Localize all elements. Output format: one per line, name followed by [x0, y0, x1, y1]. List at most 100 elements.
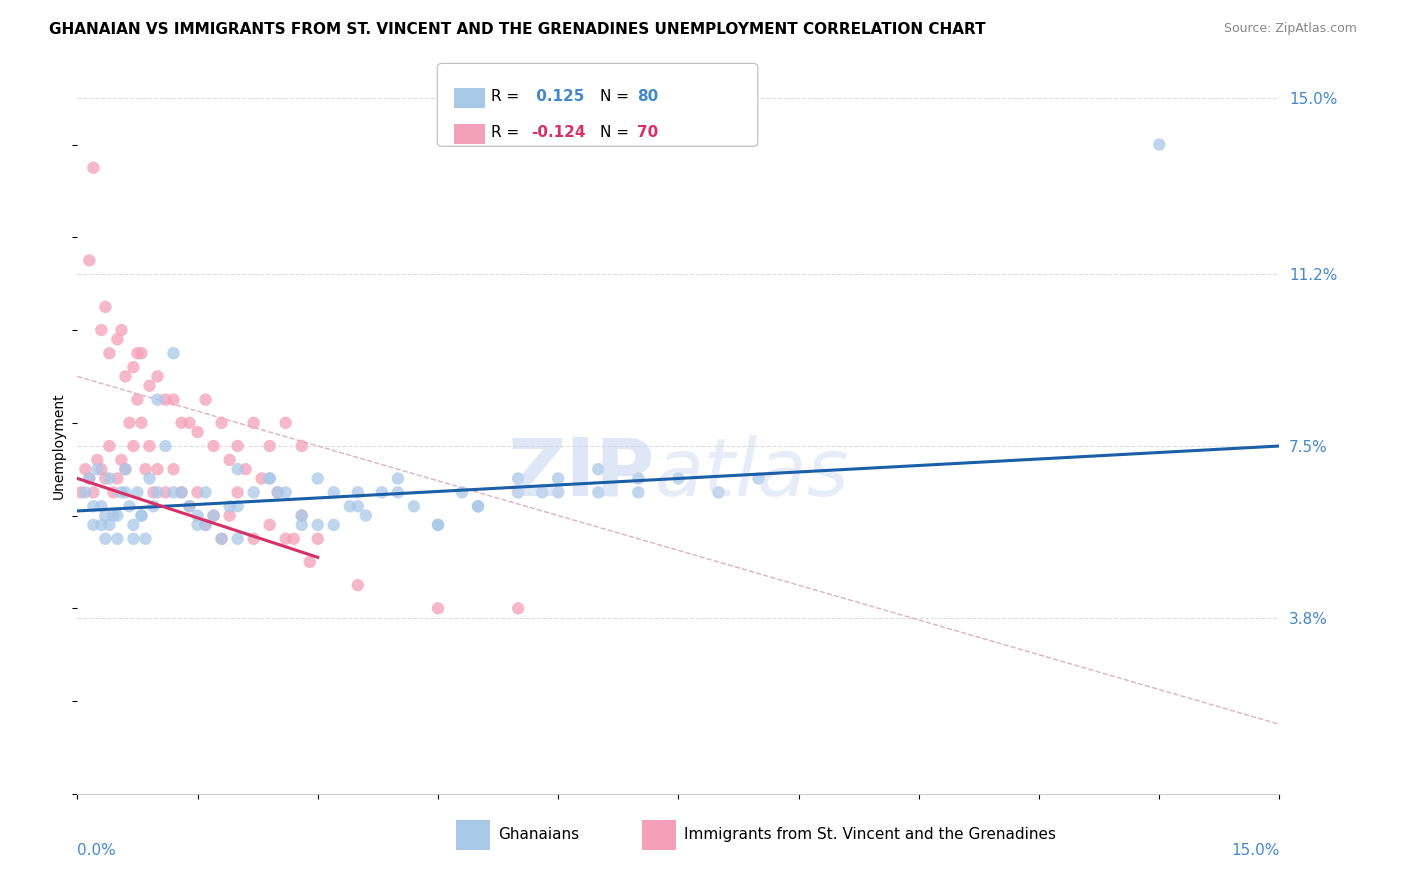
Point — [122, 517, 145, 532]
Point — [138, 439, 160, 453]
Point — [131, 346, 153, 360]
Point — [170, 485, 193, 500]
Point — [259, 471, 281, 485]
Point — [427, 517, 450, 532]
Point — [155, 485, 177, 500]
Point — [508, 485, 530, 500]
Point — [291, 508, 314, 523]
Point — [162, 485, 184, 500]
Point — [748, 471, 770, 485]
Point — [187, 517, 209, 532]
Point — [187, 425, 209, 439]
Point — [98, 346, 121, 360]
Bar — [643, 821, 676, 849]
Point — [107, 508, 129, 523]
Point — [107, 332, 129, 346]
Point — [179, 500, 201, 514]
Point — [79, 471, 101, 485]
Point — [162, 346, 184, 360]
Text: R =: R = — [491, 125, 524, 139]
Point — [90, 500, 112, 514]
Point — [291, 508, 314, 523]
Point — [79, 253, 101, 268]
Point — [202, 508, 225, 523]
Point — [202, 508, 225, 523]
Point — [291, 517, 314, 532]
Point — [127, 392, 149, 407]
Point — [274, 532, 297, 546]
Point — [98, 517, 121, 532]
Point — [211, 416, 233, 430]
Point — [162, 462, 184, 476]
Point — [107, 532, 129, 546]
Point — [322, 485, 344, 500]
Point — [627, 471, 650, 485]
Point — [82, 517, 104, 532]
Point — [274, 485, 297, 500]
Point — [307, 517, 329, 532]
Text: GHANAIAN VS IMMIGRANTS FROM ST. VINCENT AND THE GRENADINES UNEMPLOYMENT CORRELAT: GHANAIAN VS IMMIGRANTS FROM ST. VINCENT … — [49, 22, 986, 37]
Point — [211, 532, 233, 546]
Point — [146, 485, 169, 500]
Point — [627, 485, 650, 500]
Point — [347, 578, 370, 592]
Point — [75, 485, 97, 500]
Point — [98, 439, 121, 453]
Point — [155, 392, 177, 407]
Point — [114, 462, 136, 476]
Text: R =: R = — [491, 89, 524, 103]
Point — [226, 462, 249, 476]
Point — [508, 601, 530, 615]
Point — [131, 508, 153, 523]
Point — [387, 471, 409, 485]
Point — [94, 508, 117, 523]
Point — [179, 416, 201, 430]
Point — [194, 485, 217, 500]
Text: 70: 70 — [637, 125, 658, 139]
Point — [402, 500, 425, 514]
Point — [588, 462, 610, 476]
Point — [82, 500, 104, 514]
Point — [242, 532, 264, 546]
Point — [508, 471, 530, 485]
Point — [155, 439, 177, 453]
Point — [134, 462, 156, 476]
Point — [267, 485, 290, 500]
Text: N =: N = — [600, 89, 634, 103]
Point — [354, 508, 377, 523]
Point — [242, 485, 264, 500]
Point — [194, 517, 217, 532]
Point — [387, 485, 409, 500]
Point — [235, 462, 257, 476]
Point — [131, 508, 153, 523]
Point — [179, 500, 201, 514]
Point — [187, 485, 209, 500]
Point — [588, 485, 610, 500]
Point — [218, 500, 240, 514]
Point — [122, 360, 145, 375]
Point — [79, 471, 101, 485]
Point — [86, 462, 108, 476]
Point — [170, 416, 193, 430]
Point — [547, 471, 569, 485]
Point — [1149, 137, 1171, 152]
Point — [110, 323, 132, 337]
Point — [142, 485, 165, 500]
Point — [98, 471, 121, 485]
Point — [187, 508, 209, 523]
Point — [307, 532, 329, 546]
Point — [298, 555, 321, 569]
Point — [122, 532, 145, 546]
Point — [226, 485, 249, 500]
Point — [86, 453, 108, 467]
Point — [146, 369, 169, 384]
Point — [226, 439, 249, 453]
Point — [267, 485, 290, 500]
Point — [194, 392, 217, 407]
Text: -0.124: -0.124 — [531, 125, 586, 139]
Point — [211, 532, 233, 546]
Text: 80: 80 — [637, 89, 658, 103]
Point — [118, 500, 141, 514]
Point — [339, 500, 361, 514]
Point — [110, 453, 132, 467]
